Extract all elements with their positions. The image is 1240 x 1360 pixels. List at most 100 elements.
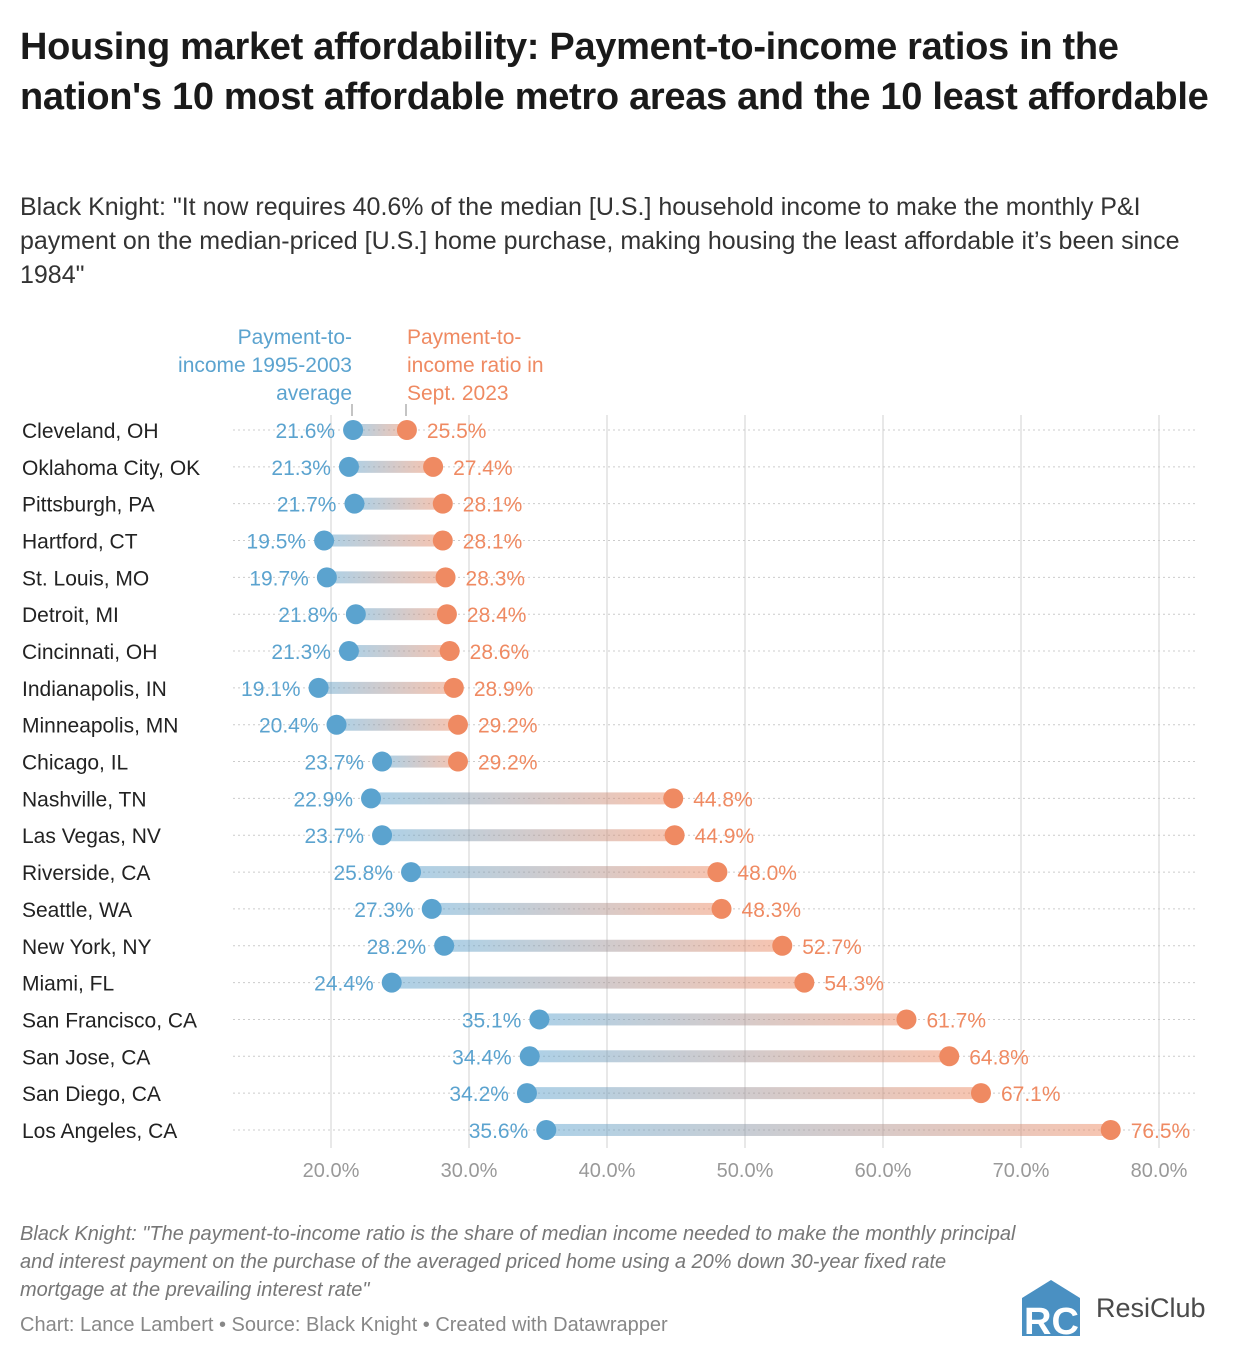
sept2023-value-label: 76.5%: [1131, 1120, 1191, 1143]
avg-dot: [361, 788, 382, 809]
avg-dot: [338, 456, 359, 477]
avg-value-label: 35.6%: [469, 1120, 529, 1143]
sept2023-value-label: 44.8%: [693, 788, 753, 811]
avg-dot: [308, 677, 329, 698]
category-label: Hartford, CT: [22, 531, 138, 554]
sept2023-value-label: 28.4%: [467, 604, 527, 627]
category-label: Oklahoma City, OK: [22, 457, 200, 480]
avg-dot: [326, 714, 347, 735]
avg-value-label: 27.3%: [354, 899, 414, 922]
category-label: St. Louis, MO: [22, 567, 149, 590]
x-tick-label: 80.0%: [1131, 1160, 1188, 1182]
avg-value-label: 34.4%: [452, 1046, 512, 1069]
sept2023-value-label: 28.1%: [463, 494, 523, 517]
category-label: Cincinnati, OH: [22, 641, 157, 664]
range-bar: [336, 718, 458, 731]
sept2023-value-label: 67.1%: [1001, 1083, 1061, 1106]
sept2023-dot: [1100, 1119, 1121, 1140]
avg-value-label: 22.9%: [293, 788, 353, 811]
avg-dot: [421, 898, 442, 919]
category-label: Cleveland, OH: [22, 420, 159, 443]
x-tick-label: 20.0%: [303, 1160, 360, 1182]
chart-title: Housing market affordability: Payment-to…: [20, 26, 1209, 118]
avg-value-label: 21.3%: [271, 457, 331, 480]
category-label: Los Angeles, CA: [22, 1120, 177, 1143]
avg-value-label: 21.7%: [277, 494, 337, 517]
avg-value-label: 23.7%: [305, 752, 365, 775]
range-bar: [318, 681, 454, 694]
sept2023-value-label: 28.6%: [470, 641, 530, 664]
sept2023-dot: [794, 972, 815, 993]
legend-sept2023-label: Payment-to-income ratio in Sept. 2023: [407, 326, 544, 405]
sept2023-value-label: 27.4%: [453, 457, 513, 480]
avg-value-label: 20.4%: [259, 715, 319, 738]
avg-dot: [316, 567, 337, 588]
avg-dot: [529, 1009, 550, 1030]
category-label: San Francisco, CA: [22, 1009, 197, 1032]
sept2023-value-label: 48.3%: [742, 899, 802, 922]
avg-dot: [372, 751, 393, 772]
sept2023-value-label: 29.2%: [478, 752, 538, 775]
range-bar: [526, 1087, 981, 1100]
sept2023-dot: [435, 567, 456, 588]
range-bar: [326, 571, 446, 584]
avg-dot: [344, 493, 365, 514]
sept2023-dot: [432, 493, 453, 514]
sept2023-dot: [396, 420, 417, 440]
category-label: Miami, FL: [22, 973, 114, 996]
avg-value-label: 24.4%: [314, 973, 374, 996]
chart-notes: Black Knight: "The payment-to-income rat…: [20, 1223, 1016, 1301]
sept2023-dot: [447, 714, 468, 735]
sept2023-dot: [896, 1009, 917, 1030]
avg-value-label: 19.5%: [247, 531, 307, 554]
category-label: Nashville, TN: [22, 788, 146, 811]
x-tick-label: 70.0%: [993, 1160, 1050, 1182]
category-label: San Diego, CA: [22, 1083, 161, 1106]
avg-dot: [381, 972, 402, 993]
sept2023-dot: [772, 935, 793, 956]
chart-subtitle: Black Knight: "It now requires 40.6% of …: [20, 193, 1180, 289]
avg-dot: [519, 1046, 540, 1067]
sept2023-value-label: 28.1%: [463, 531, 523, 554]
range-bar: [324, 534, 443, 547]
sept2023-value-label: 25.5%: [427, 420, 487, 443]
avg-value-label: 21.8%: [278, 604, 338, 627]
sept2023-dot: [439, 641, 460, 662]
x-tick-label: 60.0%: [855, 1160, 912, 1182]
avg-dot: [536, 1119, 557, 1140]
avg-dot: [343, 420, 364, 440]
range-bar: [411, 866, 718, 879]
avg-value-label: 34.2%: [449, 1083, 509, 1106]
range-bar: [539, 1013, 907, 1026]
avg-dot: [434, 935, 455, 956]
category-label: Detroit, MI: [22, 604, 119, 627]
range-bar: [353, 424, 407, 436]
avg-value-label: 21.3%: [271, 641, 331, 664]
range-bar: [431, 902, 722, 915]
sept2023-value-label: 64.8%: [969, 1046, 1029, 1069]
sept2023-dot: [436, 604, 457, 625]
avg-dot: [314, 530, 335, 551]
category-label: San Jose, CA: [22, 1046, 150, 1069]
sept2023-dot: [707, 862, 728, 883]
sept2023-dot: [939, 1046, 960, 1067]
category-label: New York, NY: [22, 936, 152, 959]
avg-dot: [345, 604, 366, 625]
sept2023-value-label: 28.9%: [474, 678, 534, 701]
avg-value-label: 23.7%: [305, 825, 365, 848]
range-bar: [348, 645, 450, 658]
range-bar: [354, 497, 443, 510]
avg-value-label: 19.1%: [241, 678, 301, 701]
svg-text:RC: RC: [1024, 1301, 1079, 1336]
x-tick-label: 30.0%: [441, 1160, 498, 1182]
sept2023-dot: [970, 1083, 991, 1104]
sept2023-dot: [711, 898, 732, 919]
legend-avg-label: Payment-to-income 1995-2003 average: [178, 326, 352, 405]
avg-value-label: 19.7%: [249, 567, 309, 590]
resiclub-logo-icon: RC: [1022, 1280, 1080, 1336]
sept2023-value-label: 28.3%: [466, 567, 526, 590]
range-bar: [348, 460, 434, 473]
resiclub-logo: RC ResiClub: [1022, 1280, 1206, 1336]
category-label: Chicago, IL: [22, 752, 128, 775]
sept2023-dot: [443, 677, 464, 698]
